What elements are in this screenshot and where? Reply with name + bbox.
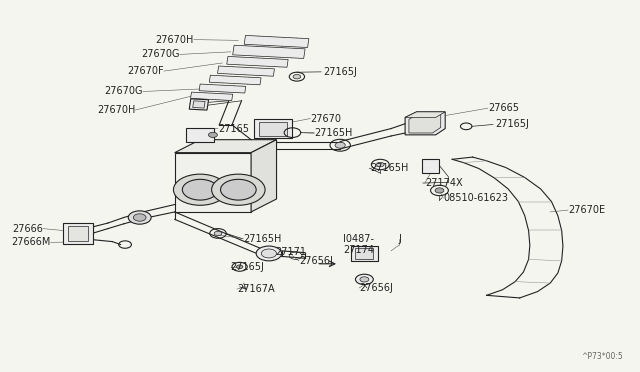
Text: 27165J: 27165J (495, 119, 529, 129)
Polygon shape (405, 112, 445, 135)
Text: 27174X: 27174X (425, 178, 463, 188)
Polygon shape (409, 115, 441, 133)
Text: 27670H: 27670H (97, 105, 135, 115)
Text: 27670H: 27670H (156, 35, 194, 45)
Circle shape (335, 142, 345, 148)
Bar (209, 75, 261, 85)
Bar (189, 99, 209, 110)
Text: 27174: 27174 (344, 245, 374, 255)
Bar (233, 45, 305, 58)
Text: 27165: 27165 (218, 124, 249, 134)
Text: 27165J: 27165J (230, 262, 264, 272)
Text: 27666M: 27666M (12, 237, 51, 247)
Bar (191, 92, 233, 100)
Text: 27666: 27666 (12, 224, 43, 234)
Circle shape (360, 277, 369, 282)
Bar (218, 66, 275, 76)
Text: 27670G: 27670G (104, 87, 143, 96)
Circle shape (236, 265, 243, 269)
Polygon shape (175, 140, 276, 153)
Bar (259, 122, 287, 136)
Bar (68, 226, 88, 241)
Circle shape (293, 74, 301, 79)
Bar (422, 158, 440, 173)
Circle shape (435, 188, 444, 193)
Bar (193, 101, 205, 108)
Text: J: J (399, 234, 402, 244)
Circle shape (214, 231, 222, 235)
Text: 27165J: 27165J (323, 67, 357, 77)
Bar (63, 223, 93, 244)
Text: 27670E: 27670E (568, 205, 605, 215)
Text: I0487-: I0487- (344, 234, 374, 244)
Bar (351, 246, 378, 261)
Circle shape (133, 214, 146, 221)
Polygon shape (251, 140, 276, 212)
Circle shape (182, 179, 218, 200)
Text: 27167A: 27167A (237, 284, 275, 294)
Text: 27656J: 27656J (359, 283, 393, 293)
Bar (227, 57, 288, 67)
Text: 27656J: 27656J (299, 256, 333, 266)
Text: 27165H: 27165H (371, 163, 409, 173)
Circle shape (209, 132, 218, 137)
Bar (244, 35, 309, 48)
Circle shape (212, 174, 265, 205)
Text: 27670G: 27670G (141, 49, 180, 60)
Text: 27665: 27665 (488, 103, 519, 113)
Text: 27670F: 27670F (127, 66, 164, 76)
Polygon shape (175, 153, 251, 212)
Circle shape (221, 179, 256, 200)
Text: 08510-61623: 08510-61623 (444, 193, 508, 203)
Text: 27670: 27670 (310, 113, 341, 124)
Text: 27165H: 27165H (315, 128, 353, 138)
Circle shape (173, 174, 227, 205)
Circle shape (256, 246, 282, 261)
Bar (355, 248, 373, 259)
Circle shape (376, 162, 384, 167)
Circle shape (128, 211, 151, 224)
Polygon shape (405, 112, 445, 118)
Circle shape (261, 249, 276, 258)
Bar (199, 84, 246, 93)
Text: 27171: 27171 (275, 247, 307, 257)
Text: ^P73*00:5: ^P73*00:5 (582, 352, 623, 361)
Bar (186, 128, 214, 141)
Text: 27165H: 27165H (243, 234, 282, 244)
Circle shape (355, 274, 373, 285)
Bar (254, 119, 292, 138)
